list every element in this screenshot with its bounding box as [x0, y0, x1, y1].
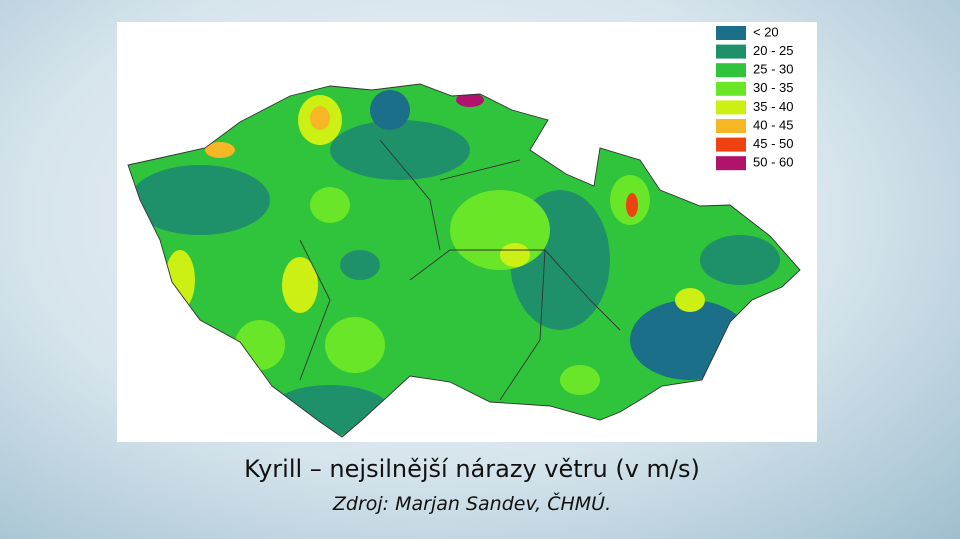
wind-zone: [450, 190, 550, 270]
legend-label: 40 - 45: [753, 117, 793, 132]
legend-swatch: [716, 81, 746, 96]
legend-label: 20 - 25: [753, 43, 793, 58]
wind-zone: [456, 93, 484, 107]
legend-label: 25 - 30: [753, 62, 793, 77]
wind-zone: [675, 288, 705, 312]
legend-label: 35 - 40: [753, 99, 793, 114]
wind-zone: [626, 193, 638, 217]
legend-swatch: [716, 44, 746, 59]
wind-zone: [330, 120, 470, 180]
legend-label: 45 - 50: [753, 136, 793, 151]
legend-label: 30 - 35: [753, 80, 793, 95]
wind-zone: [700, 235, 780, 285]
legend-swatch: [716, 156, 746, 171]
legend: < 20 20 - 25 25 - 30 30 - 35 35 - 40 40 - 45 4…: [716, 24, 793, 171]
wind-zone: [310, 106, 330, 130]
wind-zone: [130, 165, 270, 235]
wind-zone: [370, 90, 410, 130]
legend-swatch: [716, 100, 746, 115]
slide-title: Kyrill – nejsilnější nárazy větru (v m/s…: [244, 455, 700, 483]
wind-zone: [282, 257, 318, 313]
wind-zone: [560, 365, 600, 395]
legend-swatch: [716, 119, 746, 133]
legend-swatch: [716, 63, 746, 78]
wind-zone: [500, 243, 530, 267]
region-borders: [299, 139, 621, 401]
wind-zone: [325, 317, 385, 373]
wind-zone: [310, 187, 350, 223]
legend-label: 50 - 60: [753, 155, 793, 170]
legend-swatch: [716, 26, 746, 40]
wind-zone: [205, 142, 235, 158]
slide-subtitle: Zdroj: Marjan Sandev, ČHMÚ.: [332, 491, 611, 515]
wind-zone: [340, 250, 380, 280]
legend-label: < 20: [753, 24, 779, 39]
legend-swatch: [716, 137, 746, 152]
